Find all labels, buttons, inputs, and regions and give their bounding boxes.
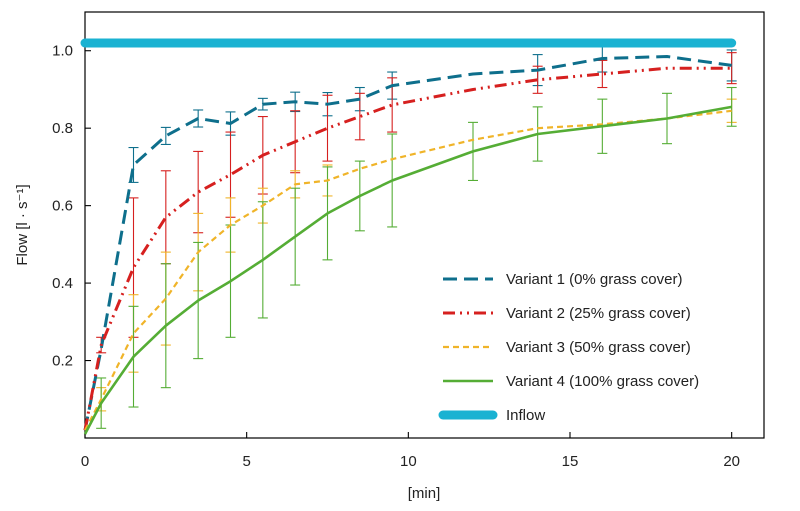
y-tick-label: 1.0	[52, 43, 73, 60]
x-tick-label: 20	[723, 453, 740, 470]
x-tick-label: 0	[81, 453, 89, 470]
legend-label-2: Variant 2 (25% grass cover)	[506, 305, 691, 322]
y-tick-label: 0.2	[52, 353, 73, 370]
y-tick-label: 0.6	[52, 198, 73, 215]
y-axis-title: Flow [l · s⁻¹]	[14, 184, 31, 265]
x-tick-label: 5	[242, 453, 250, 470]
legend-label-3: Variant 3 (50% grass cover)	[506, 339, 691, 356]
series-3-line	[84, 109, 732, 431]
series-4-line	[83, 105, 732, 435]
y-tick-label: 0.4	[52, 275, 73, 292]
error-bars	[96, 44, 737, 429]
x-tick-label: 10	[400, 453, 417, 470]
legend-label-1: Variant 1 (0% grass cover)	[506, 271, 682, 288]
legend-label-4: Variant 4 (100% grass cover)	[506, 373, 699, 390]
x-tick-label: 15	[562, 453, 579, 470]
x-axis-title: [min]	[408, 485, 441, 502]
legend: Variant 1 (0% grass cover) Variant 2 (25%…	[438, 271, 699, 424]
y-tick-label: 0.8	[52, 120, 73, 137]
series-lines	[80, 38, 737, 435]
legend-label-5: Inflow	[506, 407, 545, 424]
axis-ticks: 0 5 10 15 20 0.2 0.4 0.6 0.8 1.0	[52, 43, 740, 470]
plot-area-frame	[84, 11, 765, 439]
series-1-line	[83, 55, 732, 431]
